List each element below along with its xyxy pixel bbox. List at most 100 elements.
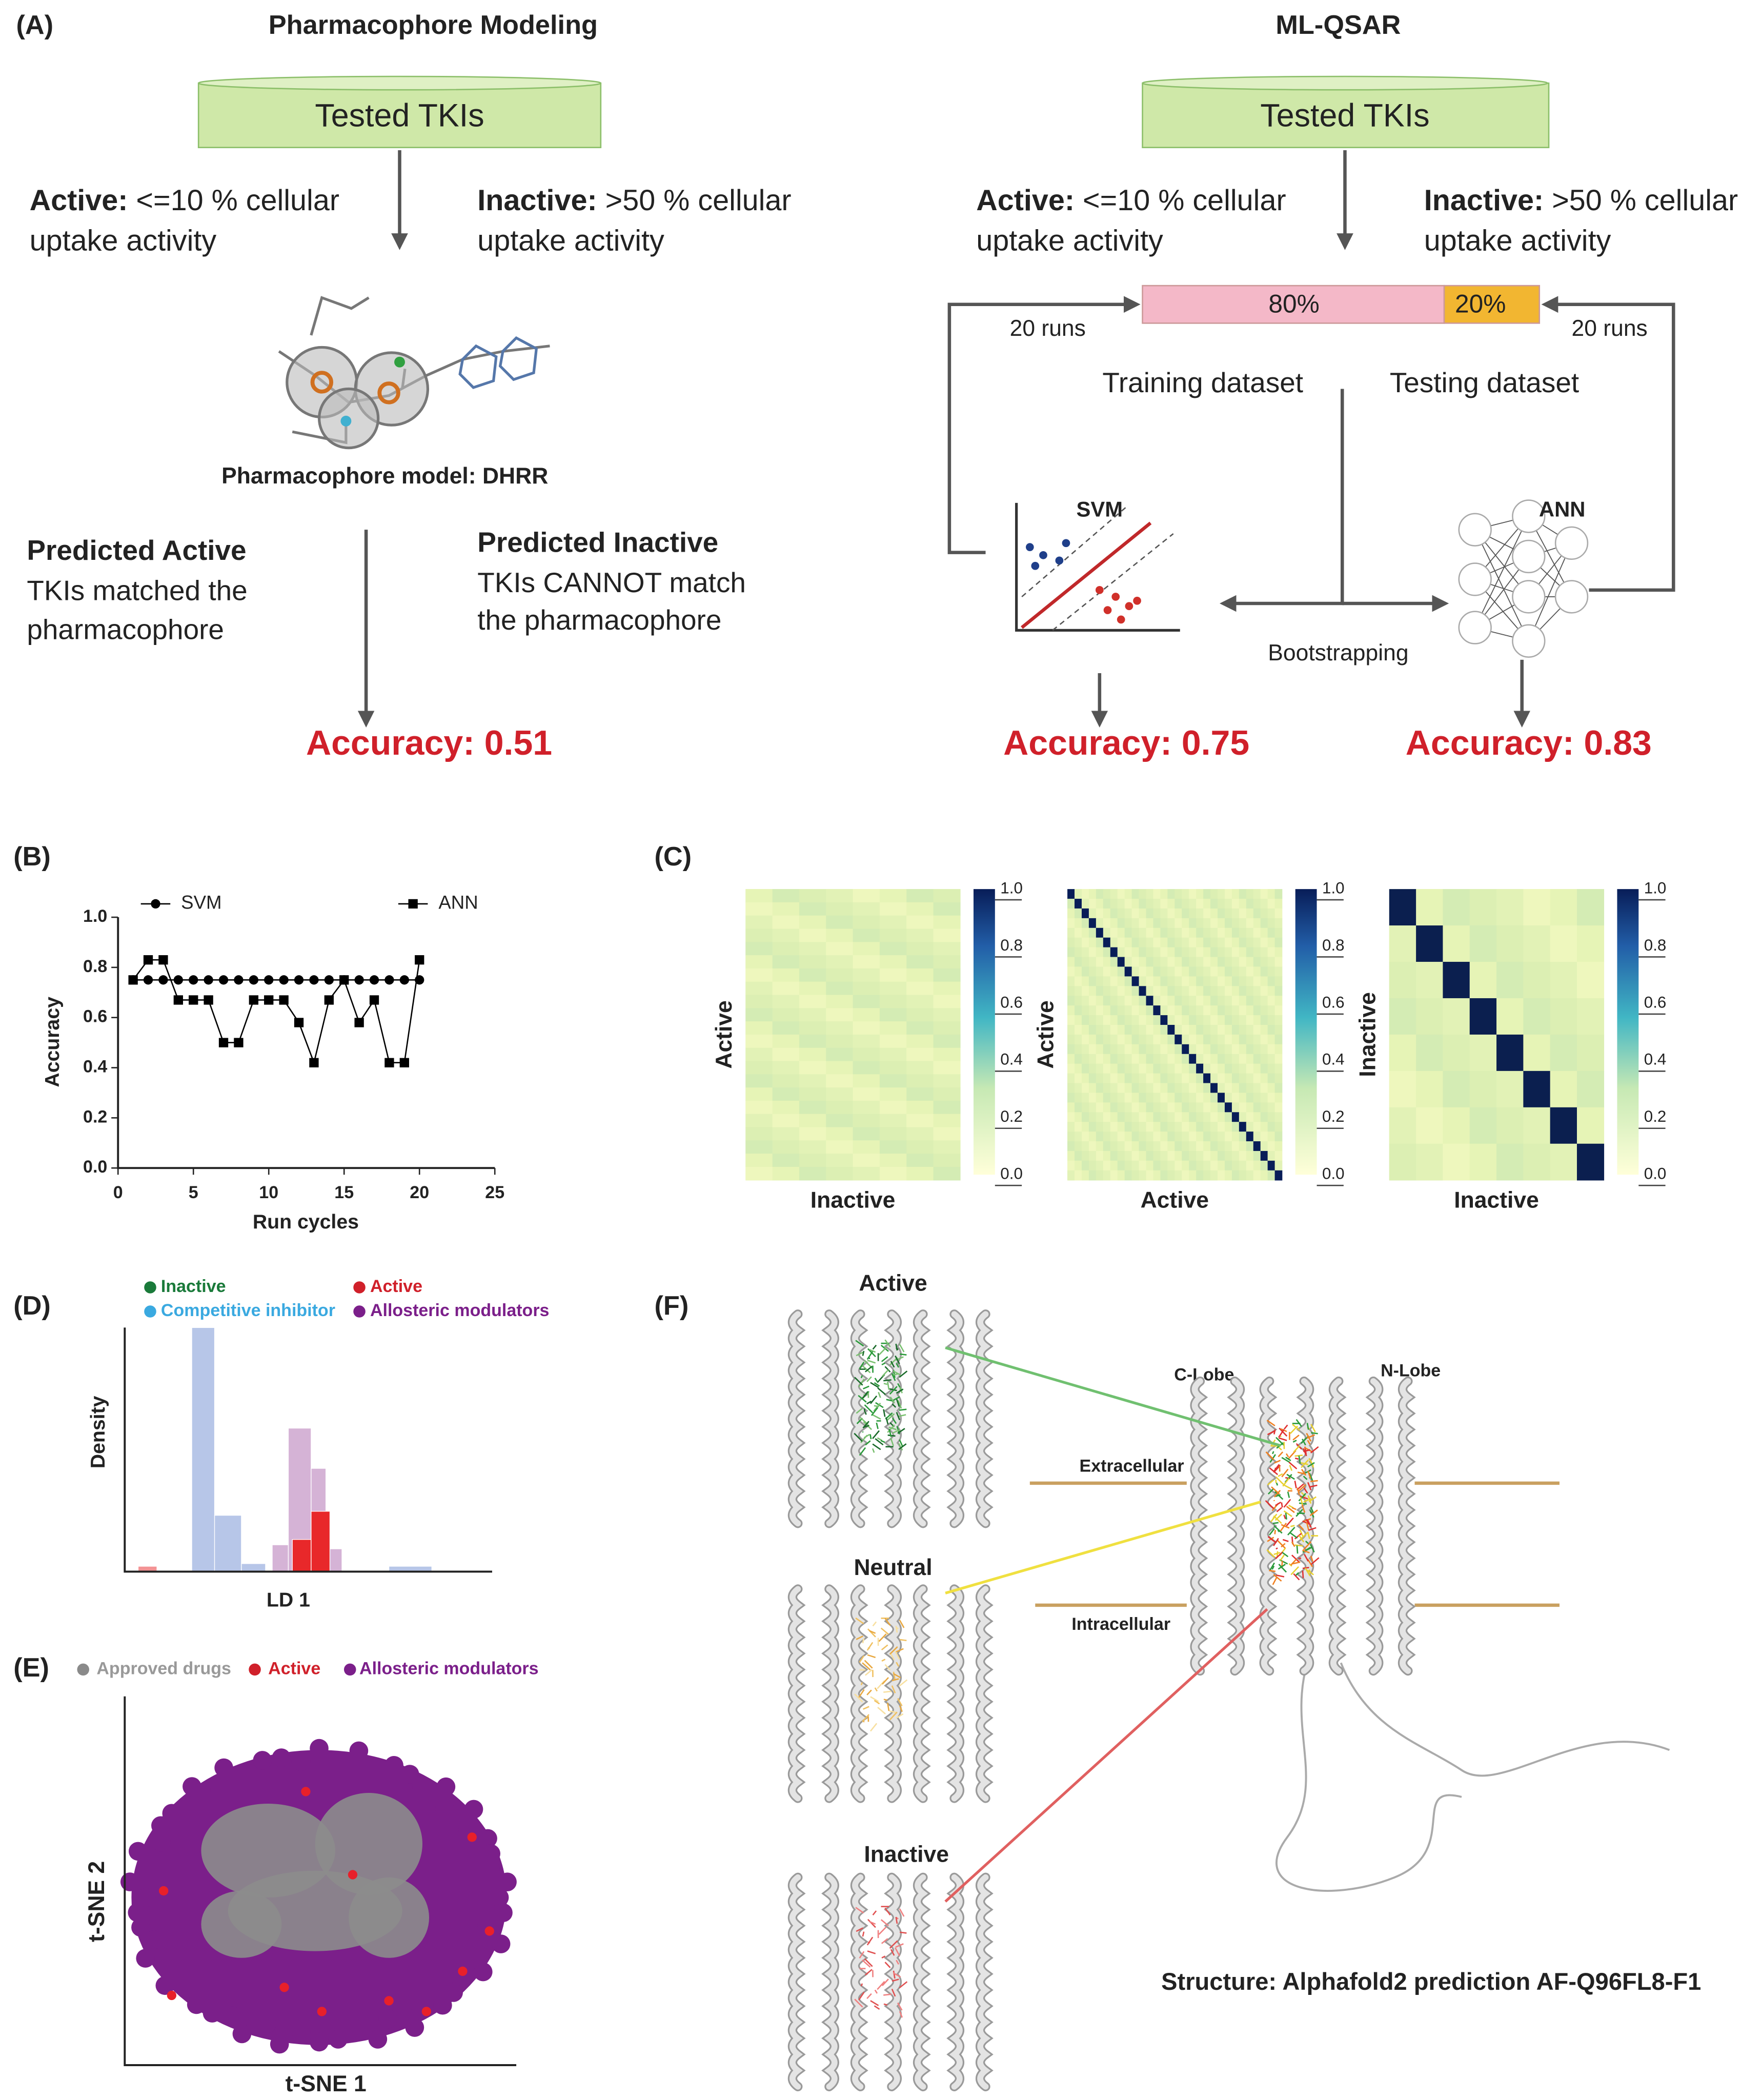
cloud-edge: [214, 1758, 233, 1778]
ligand: [892, 1403, 897, 1408]
ligand: [899, 1353, 907, 1356]
x-tick-label: 10: [259, 1183, 278, 1202]
heatmap-cell: [1196, 889, 1204, 899]
heatmap-cell: [1067, 1093, 1075, 1103]
heatmap-cell: [1231, 957, 1240, 967]
model-label: Pharmacophore model: DHRR: [221, 463, 548, 489]
heatmap-cell: [1239, 1015, 1247, 1025]
legend-marker: [151, 899, 160, 909]
heatmap-cell: [1146, 1150, 1154, 1161]
heatmap-cell: [1210, 908, 1218, 919]
ligand: [863, 1706, 869, 1710]
ligand: [1267, 1536, 1277, 1544]
x-tick-label: 15: [334, 1183, 354, 1202]
heatmap-cell: [1274, 1063, 1283, 1074]
heatmap-cell: [1088, 1122, 1097, 1132]
heatmap-cell: [1117, 1102, 1125, 1113]
marker: [128, 975, 138, 985]
ligand: [896, 1388, 904, 1394]
heatmap-cell: [1253, 957, 1261, 967]
heatmap-cell: [1260, 1083, 1268, 1094]
cloud-edge: [444, 1983, 463, 2002]
ligand: [1273, 1464, 1280, 1472]
marker: [158, 955, 168, 965]
heatmap-cell: [1246, 937, 1254, 948]
heatmap-cell: [1274, 899, 1283, 909]
heatmap-cell: [1231, 966, 1240, 977]
criterion: Active: <=10 % cellular: [30, 184, 339, 217]
heatmap-cell: [1189, 1044, 1197, 1055]
heatmap-cell: [1196, 1160, 1204, 1171]
heatmap-cell: [1239, 1073, 1247, 1084]
heatmap-cell: [1075, 1160, 1082, 1171]
heatmap-cell: [1218, 918, 1225, 928]
heatmap-cell: [1218, 899, 1225, 909]
heatmap-cell: [1239, 986, 1247, 997]
heatmap-cell: [1189, 947, 1197, 958]
heatmap-cell: [1469, 1071, 1497, 1108]
colorbar: [973, 889, 995, 1175]
heatmap-cell: [1224, 918, 1232, 928]
ligand: [895, 1916, 898, 1924]
ligand: [884, 1339, 891, 1347]
heatmap-cell: [1124, 1160, 1132, 1171]
heatmap-cell: [1253, 1005, 1261, 1016]
heatmap-cell: [1203, 1025, 1211, 1035]
heatmap-cell: [1167, 966, 1176, 977]
heatmap-cell: [1081, 899, 1089, 909]
heatmap-cell: [1182, 1063, 1189, 1074]
cloud-edge: [491, 1934, 511, 1953]
heatmap-cell: [1067, 1083, 1075, 1094]
heatmap-cell: [772, 1127, 800, 1141]
heatmap-cell: [745, 942, 773, 956]
ligand: [899, 1981, 908, 1989]
accuracy: Accuracy: 0.51: [306, 723, 552, 762]
heatmap-cell: [933, 1100, 961, 1115]
heatmap-cell: [1153, 1132, 1161, 1142]
heatmap-cell: [879, 915, 907, 930]
heatmap-cell: [1153, 899, 1161, 909]
ligand: [899, 1705, 903, 1712]
ligand: [1285, 1457, 1291, 1462]
heatmap-cell: [1096, 1073, 1104, 1084]
ligand: [1269, 1528, 1275, 1536]
ligand: [1309, 1472, 1313, 1482]
heatmap-cell: [1081, 1160, 1089, 1171]
ligand: [1288, 1563, 1292, 1567]
heatmap-cell: [1088, 947, 1097, 958]
heatmap-cell: [1203, 1015, 1211, 1025]
heatmap-cell: [1124, 1083, 1132, 1094]
ligand: [856, 1635, 863, 1640]
heatmap-cell: [1081, 1063, 1089, 1074]
heatmap-cell: [1246, 1170, 1254, 1181]
ligand: [893, 1672, 901, 1679]
ligand: [1298, 1484, 1306, 1492]
cloud-edge: [222, 2006, 242, 2026]
marker: [264, 995, 274, 1005]
heatmap-cell: [933, 1021, 961, 1035]
heatmap-cell: [1103, 908, 1111, 919]
heatmap-cell: [1096, 1170, 1104, 1181]
legend-text: Allosteric modulators: [359, 1659, 539, 1678]
ligand: [889, 1386, 898, 1395]
colorbar-label: 0.6: [1322, 993, 1345, 1011]
heatmap-cell: [1117, 1054, 1125, 1064]
heatmap-cell: [1210, 1170, 1218, 1181]
ligand: [889, 1940, 898, 1949]
heatmap-cell: [772, 968, 800, 982]
heatmap-cell: [853, 928, 880, 943]
heatmap-cell: [1075, 996, 1082, 1006]
heatmap-cell: [1096, 1132, 1104, 1142]
ligand: [891, 1988, 896, 1997]
heatmap-cell: [1124, 1025, 1132, 1035]
heatmap-cell: [1160, 1044, 1168, 1055]
heatmap-cell: [1146, 966, 1154, 977]
criterion-text: uptake activity: [30, 225, 217, 257]
heatmap-cell: [1088, 889, 1097, 899]
heatmap-cell: [1117, 1150, 1125, 1161]
heatmap-cell: [933, 981, 961, 996]
helix-fill: [824, 1586, 838, 1802]
heatmap-cell: [1218, 986, 1225, 997]
ligand: [1303, 1448, 1307, 1457]
heatmap-cell: [1160, 1025, 1168, 1035]
